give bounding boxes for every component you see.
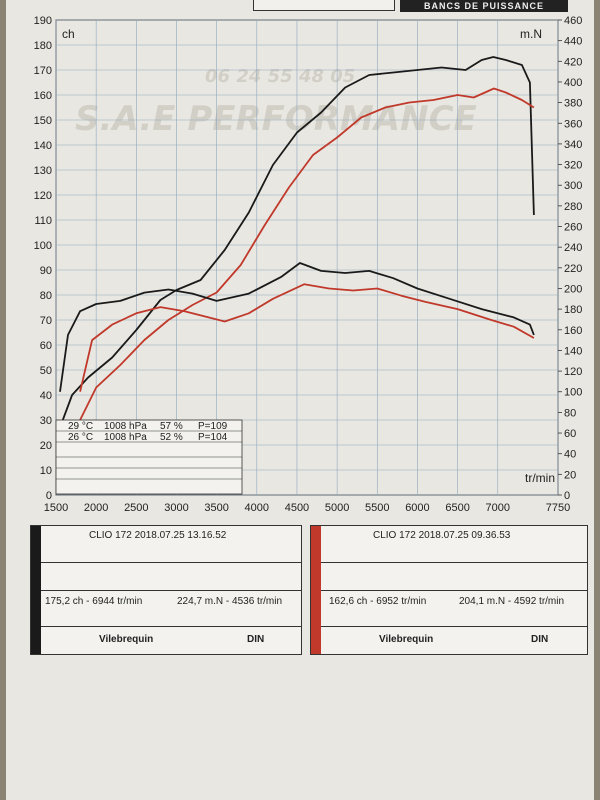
condition-humidity: 52 % [160,432,183,443]
x-tick-label: 4500 [285,502,309,514]
result-norm: DIN [531,634,549,645]
y-left-tick-label: 130 [34,165,52,177]
x-axis-unit: tr/min [525,471,555,485]
y-left-tick-label: 150 [34,115,52,127]
y-right-tick-label: 280 [564,201,582,213]
chart-ticks: 1500 2000 2500 3000 3500 4000 4500 5000 5500 6000… [34,15,583,514]
result-power: 162,6 ch - 6952 tr/min [329,596,427,607]
y-right-tick-label: 320 [564,160,582,172]
torque-curve-2 [59,262,535,392]
y-right-tick-label: 440 [564,36,582,48]
power-curve-0 [59,56,535,428]
x-tick-label: 5500 [365,502,389,514]
y-left-tick-label: 70 [40,315,52,327]
series-color-bar [311,526,321,654]
y-left-tick-label: 30 [40,415,52,427]
result-torque: 224,7 m.N - 4536 tr/min [177,596,283,607]
y-right-tick-label: 20 [564,469,576,481]
y-left-tick-label: 40 [40,390,52,402]
y-left-tick-label: 100 [34,240,52,252]
dyno-chart: 06 24 55 48 05 S.A.E PERFORMANCE 1500 200… [34,15,583,514]
y-right-tick-label: 380 [564,98,582,110]
y-left-tick-label: 50 [40,365,52,377]
y-right-tick-label: 420 [564,56,582,68]
condition-p: P=109 [198,421,228,432]
y-right-tick-label: 80 [564,407,576,419]
y-right-tick-label: 120 [564,366,582,378]
x-tick-label: 4000 [245,502,269,514]
series-color-bar [31,526,41,654]
x-tick-label: 7000 [486,502,510,514]
x-tick-label: 2000 [84,502,108,514]
y-left-tick-label: 180 [34,40,52,52]
dyno-sheet [6,0,594,800]
y-left-tick-label: 190 [34,15,52,27]
conditions-table: 29 °C 1008 hPa 57 % P=109 26 °C 1008 hPa 52 % P… [55,419,243,495]
y-right-tick-label: 220 [564,263,582,275]
header-label: BANCS DE PUISSANCE [400,0,568,12]
left-axis-unit: ch [62,27,75,41]
y-left-tick-label: 120 [34,190,52,202]
y-left-tick-label: 140 [34,140,52,152]
x-tick-label: 6000 [405,502,429,514]
result-mode: Vilebrequin [99,634,154,645]
watermark-brand: S.A.E PERFORMANCE [75,99,477,139]
condition-pressure: 1008 hPa [104,421,147,432]
result-mode: Vilebrequin [379,634,434,645]
result-power: 175,2 ch - 6944 tr/min [45,596,143,607]
chart-curves [59,56,535,428]
x-tick-label: 5000 [325,502,349,514]
condition-pressure: 1008 hPa [104,432,147,443]
y-right-tick-label: 400 [564,77,582,89]
right-axis-unit: m.N [520,27,542,41]
y-right-tick-label: 0 [564,490,570,502]
y-right-tick-label: 240 [564,242,582,254]
result-panel-black: CLIO 172 2018.07.25 13.16.52 175,2 ch - … [30,525,302,655]
watermark-phone: 06 24 55 48 05 [205,66,355,87]
torque-curve-3 [79,283,535,392]
y-right-tick-label: 360 [564,118,582,130]
y-right-tick-label: 180 [564,304,582,316]
condition-temp: 29 °C [68,421,93,432]
y-left-tick-label: 0 [46,490,52,502]
condition-p: P=104 [198,432,228,443]
result-norm: DIN [247,634,265,645]
y-right-tick-label: 300 [564,180,582,192]
y-right-tick-label: 40 [564,449,576,461]
y-left-tick-label: 80 [40,290,52,302]
x-tick-label: 1500 [44,502,68,514]
y-left-tick-label: 10 [40,465,52,477]
y-right-tick-label: 200 [564,283,582,295]
power-curve-1 [79,87,535,421]
x-tick-label: 2500 [124,502,148,514]
x-tick-label: 6500 [445,502,469,514]
result-torque: 204,1 m.N - 4592 tr/min [459,596,565,607]
y-left-tick-label: 20 [40,440,52,452]
x-tick-label: 7750 [546,502,570,514]
condition-temp: 26 °C [68,432,93,443]
header-box [253,0,395,11]
y-right-tick-label: 160 [564,325,582,337]
result-title: CLIO 172 2018.07.25 09.36.53 [373,530,511,541]
y-right-tick-label: 260 [564,222,582,234]
y-left-tick-label: 170 [34,65,52,77]
condition-humidity: 57 % [160,421,183,432]
y-right-tick-label: 340 [564,139,582,151]
y-right-tick-label: 460 [564,15,582,27]
y-right-tick-label: 140 [564,345,582,357]
y-right-tick-label: 60 [564,428,576,440]
y-right-tick-label: 100 [564,387,582,399]
x-tick-label: 3500 [204,502,228,514]
y-left-tick-label: 160 [34,90,52,102]
y-left-tick-label: 90 [40,265,52,277]
y-left-tick-label: 110 [34,215,52,227]
result-title: CLIO 172 2018.07.25 13.16.52 [89,530,227,541]
result-panel-red: CLIO 172 2018.07.25 09.36.53 162,6 ch - … [310,525,588,655]
x-tick-label: 3000 [164,502,188,514]
y-left-tick-label: 60 [40,340,52,352]
